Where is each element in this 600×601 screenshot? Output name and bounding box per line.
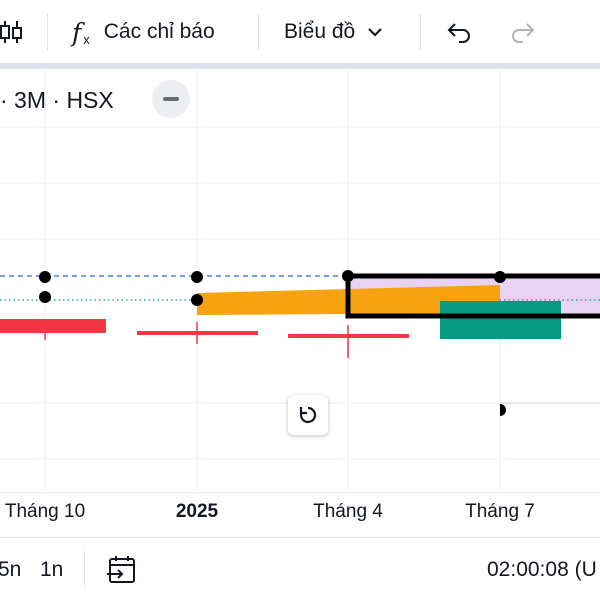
- candles-icon[interactable]: [0, 0, 22, 64]
- anchor-point: [39, 291, 51, 303]
- toolbar-divider: [47, 14, 48, 50]
- toolbar-divider: [420, 14, 421, 50]
- reset-chart-button[interactable]: [288, 395, 328, 435]
- toolbar-divider: [258, 14, 259, 50]
- range-5d-button[interactable]: 5n: [0, 538, 21, 601]
- refresh-icon: [299, 406, 317, 424]
- teal-bar: [440, 301, 561, 339]
- time-tick: Tháng 7: [465, 501, 535, 522]
- anchor-point: [494, 271, 506, 283]
- bottom-divider: [84, 551, 85, 587]
- indicators-button[interactable]: f x Các chỉ báo: [72, 0, 215, 64]
- collapse-legend-button[interactable]: [152, 80, 190, 118]
- clock-label: 02:00:08 (U: [487, 557, 597, 581]
- symbol-info: · 3M · HSX: [0, 86, 114, 113]
- time-tick: Tháng 10: [4, 501, 86, 522]
- time-tick: Tháng 4: [313, 501, 383, 522]
- toolbar-border: [0, 63, 600, 69]
- calendar-icon: [107, 555, 135, 583]
- red-bar: [0, 319, 106, 333]
- range-1d-label: 1n: [40, 557, 64, 581]
- bottom-toolbar: 5n 1n 02:00:08 (U: [0, 537, 600, 601]
- range-5d-label: 5n: [0, 557, 22, 581]
- function-sub-icon: x: [83, 31, 90, 47]
- symbol-legend[interactable]: · 3M · HSX: [0, 82, 114, 118]
- chart-pane[interactable]: [0, 70, 600, 490]
- anchor-point: [191, 294, 203, 306]
- clock-timezone[interactable]: 02:00:08 (U: [487, 538, 597, 601]
- go-to-date-button[interactable]: [106, 538, 138, 601]
- chevron-down-icon: [367, 27, 383, 37]
- chart-type-dropdown[interactable]: Biểu đồ: [284, 0, 383, 64]
- range-1d-button[interactable]: 1n: [40, 538, 63, 601]
- anchor-point-half: [500, 404, 506, 416]
- function-icon: f: [72, 17, 82, 47]
- anchor-point: [342, 270, 354, 282]
- top-toolbar: f x Các chỉ báo Biểu đồ: [0, 0, 600, 64]
- time-tick: 2025: [175, 501, 219, 522]
- time-axis[interactable]: Tháng 10 2025 Tháng 4 Tháng 7: [0, 492, 600, 537]
- undo-button[interactable]: [446, 0, 472, 64]
- undo-icon: [447, 23, 470, 43]
- rectangle-drawing: [345, 273, 600, 319]
- redo-button[interactable]: [510, 0, 536, 64]
- indicators-label: Các chỉ báo: [103, 20, 215, 43]
- redo-icon: [512, 23, 535, 43]
- anchor-point: [191, 271, 203, 283]
- anchor-point: [39, 271, 51, 283]
- chart-type-label: Biểu đồ: [284, 20, 356, 43]
